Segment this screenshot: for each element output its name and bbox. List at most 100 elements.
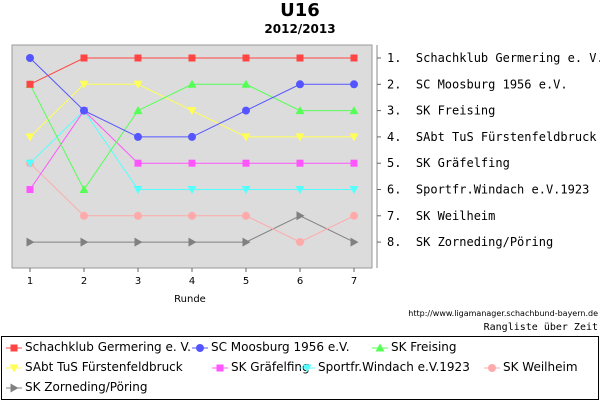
data-point <box>80 237 89 247</box>
data-point <box>296 80 304 89</box>
chart-legend: Schachklub Germering e. V. SC Moosburg 19… <box>1 336 599 400</box>
legend-marker <box>299 364 315 372</box>
data-point <box>133 106 143 115</box>
legend-item-sabt-tus-furstenfeldbruck: SAbt TuS Fürstenfeldbruck <box>6 360 183 374</box>
legend-label: SAbt TuS Fürstenfeldbruck <box>25 360 183 374</box>
legend-label: Sportfr.Windach e.V.1923 <box>318 360 470 374</box>
data-point <box>350 159 358 167</box>
legend-symbol <box>375 343 385 351</box>
data-point <box>134 132 142 141</box>
data-point <box>187 107 197 116</box>
legend-symbol <box>9 364 19 372</box>
series-schachklub-germering-e-v <box>26 54 358 88</box>
x-tick-label: 1 <box>27 276 33 287</box>
legend-marker <box>372 343 388 351</box>
data-point <box>187 79 197 88</box>
y-tick-label: 7. SK Weilheim <box>387 209 495 223</box>
legend-marker <box>484 363 500 372</box>
data-point <box>134 211 142 220</box>
legend-label: SK Freising <box>391 340 457 354</box>
y-tick-label: 2. SC Moosburg 1956 e.V. <box>387 77 568 91</box>
legend-label: Schachklub Germering e. V. <box>25 340 191 354</box>
x-tick-label: 5 <box>243 276 249 287</box>
data-point <box>80 211 88 220</box>
y-tick-label: 3. SK Freising <box>387 104 495 118</box>
data-point <box>296 211 305 221</box>
legend-symbol <box>10 383 19 392</box>
legend-label: SC Moosburg 1956 e.V. <box>211 340 350 354</box>
x-tick-label: 4 <box>189 276 195 287</box>
data-point <box>134 159 142 167</box>
data-point <box>133 80 143 89</box>
data-point <box>79 80 89 89</box>
data-point <box>26 80 34 88</box>
series-sabt-tus-furstenfeldbruck <box>25 80 359 142</box>
data-point <box>134 237 143 247</box>
chart-svg: 1 2 3 4 5 6 7 Runde 1. Schachklub Germering e. V… <box>11 44 600 305</box>
data-point <box>349 133 359 142</box>
data-point <box>79 185 89 193</box>
legend-label: SK Weilheim <box>503 360 578 374</box>
legend-item-sc-moosburg-1956-e-v: SC Moosburg 1956 e.V. <box>192 340 350 354</box>
legend-item-sk-freising: SK Freising <box>372 340 457 354</box>
legend-marker <box>6 383 22 392</box>
legend-symbol <box>216 364 224 371</box>
legend-item-sportfr-windach-e-v-1923: Sportfr.Windach e.V.1923 <box>299 360 470 374</box>
data-point <box>188 54 196 62</box>
legend-label: SK Gräfelfing <box>231 360 310 374</box>
legend-item-sk-grafelfing: SK Gräfelfing <box>212 360 310 374</box>
data-point <box>350 211 358 220</box>
legend-marker <box>192 343 208 352</box>
data-point <box>26 186 34 193</box>
data-point <box>295 106 305 115</box>
data-point <box>25 133 35 142</box>
plot-area <box>11 44 373 269</box>
data-point <box>241 133 251 142</box>
series-sk-zorneding-poring <box>26 211 359 247</box>
y-tick-label: 5. SK Gräfelfing <box>387 156 510 170</box>
x-axis-label: Runde <box>174 294 206 305</box>
data-point <box>134 54 142 62</box>
data-point <box>80 106 88 115</box>
data-point <box>242 211 250 220</box>
view-label: Rangliste über Zeit <box>483 322 598 333</box>
legend-symbol <box>302 364 312 372</box>
data-point <box>188 211 196 220</box>
x-tick-label: 3 <box>135 276 141 287</box>
data-point <box>133 186 143 194</box>
data-point <box>296 159 304 167</box>
data-point <box>350 80 358 89</box>
x-tick-label: 2 <box>81 276 87 287</box>
x-tick-label: 7 <box>351 276 357 287</box>
legend-symbol <box>10 344 18 351</box>
data-point <box>26 237 35 247</box>
data-point <box>242 54 250 62</box>
legend-marker <box>6 344 22 351</box>
legend-item-schachklub-germering-e-v: Schachklub Germering e. V. <box>6 340 191 354</box>
data-point <box>242 159 250 167</box>
data-point <box>295 186 305 194</box>
series-sc-moosburg-1956-e-v <box>26 54 358 141</box>
y-tick-label: 6. Sportfr.Windach e.V.1923 <box>387 183 589 197</box>
data-point <box>241 186 251 194</box>
data-point <box>350 54 358 62</box>
data-point <box>80 54 88 62</box>
data-point <box>188 237 197 247</box>
data-point <box>188 159 196 167</box>
source-url[interactable]: http://www.ligamanager.schachbund-bayern… <box>408 309 598 318</box>
y-tick-label: 8. SK Zorneding/Pöring <box>387 235 553 249</box>
data-point <box>242 106 250 115</box>
x-tick-label: 6 <box>297 276 303 287</box>
data-point <box>241 79 251 88</box>
chart-title: U16 <box>280 0 320 21</box>
legend-symbol <box>488 363 496 372</box>
data-point <box>295 133 305 142</box>
data-point <box>296 238 304 247</box>
data-point <box>25 159 35 168</box>
chart-subtitle: 2012/2013 <box>264 22 336 36</box>
legend-symbol <box>196 343 204 352</box>
legend-label: SK Zorneding/Pöring <box>25 380 148 394</box>
data-point <box>187 186 197 194</box>
data-point <box>349 106 359 115</box>
data-point <box>26 54 34 62</box>
